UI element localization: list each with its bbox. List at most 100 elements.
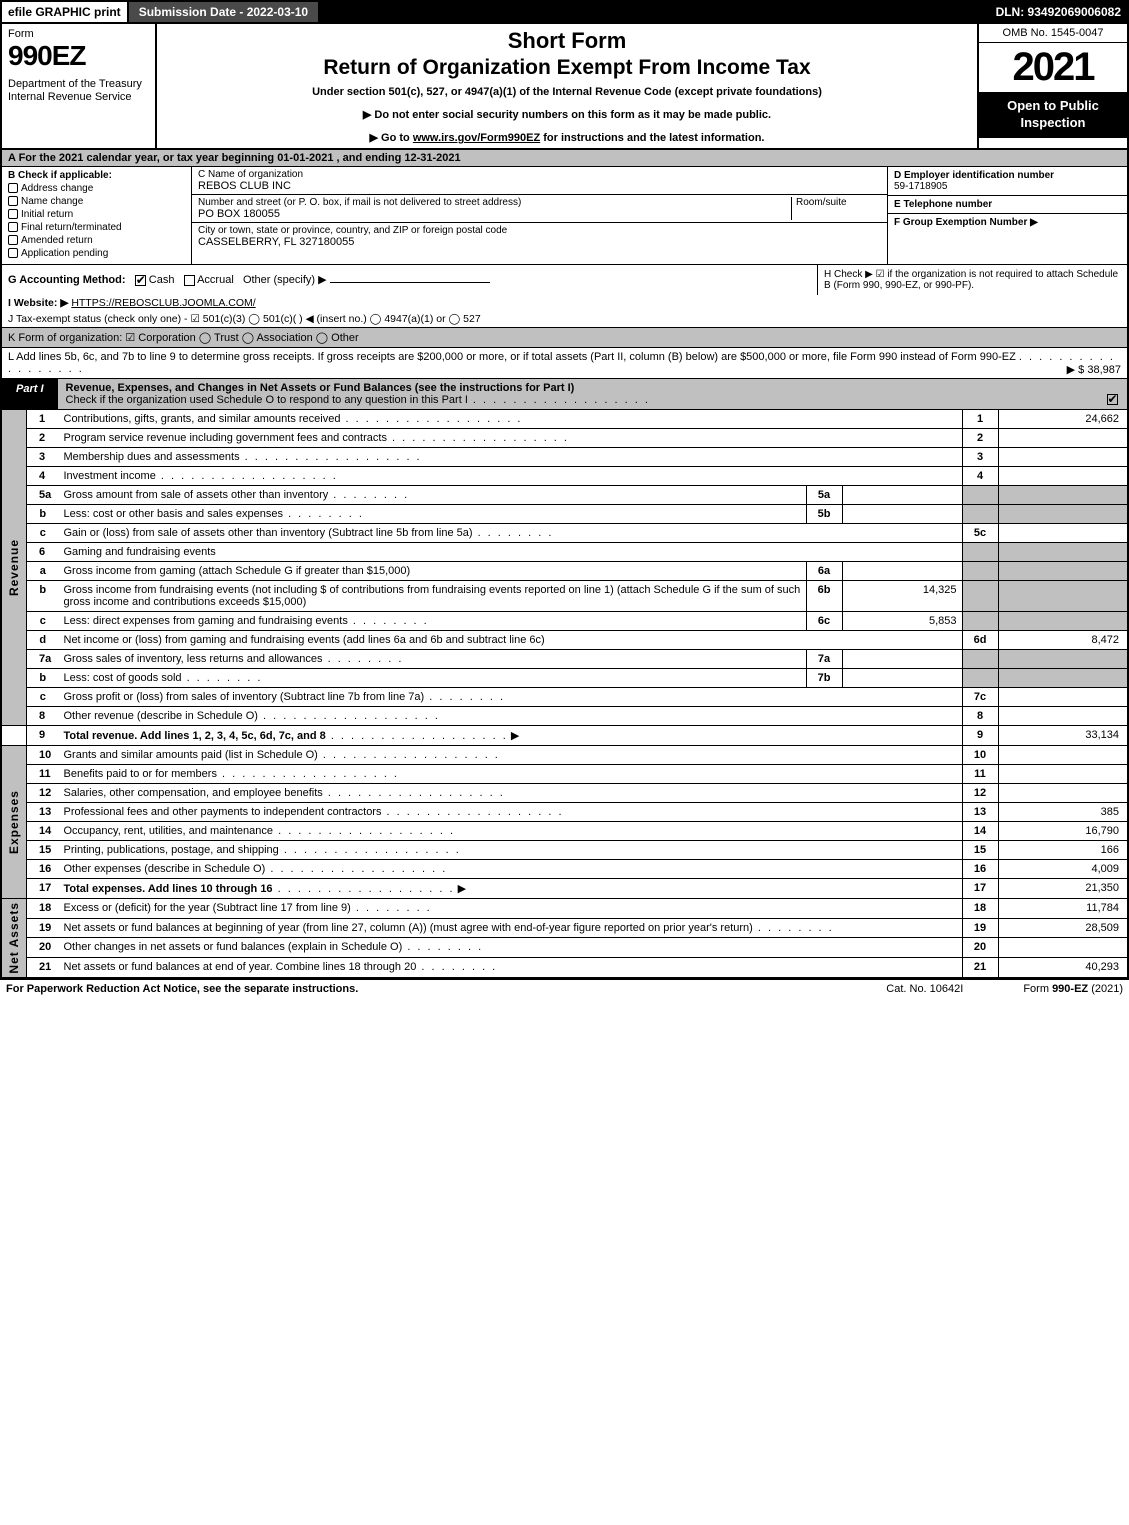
right-val-grey <box>998 581 1128 612</box>
line-num: 1 <box>27 410 59 429</box>
section-c: C Name of organization REBOS CLUB INC Nu… <box>192 167 887 264</box>
line-num: 21 <box>27 957 59 977</box>
dots <box>326 730 508 742</box>
right-val <box>998 707 1128 726</box>
line-desc: Net assets or fund balances at end of ye… <box>59 957 963 977</box>
row-gh: G Accounting Method: Cash Accrual Other … <box>0 264 1129 295</box>
line-num: 2 <box>27 429 59 448</box>
footer-left: For Paperwork Reduction Act Notice, see … <box>6 983 886 995</box>
line-num: 18 <box>27 899 59 919</box>
cb-application-pending[interactable]: Application pending <box>8 248 185 259</box>
right-num: 2 <box>962 429 998 448</box>
line-16: 16 Other expenses (describe in Schedule … <box>1 860 1128 879</box>
submission-date: Submission Date - 2022-03-10 <box>129 2 320 22</box>
cb-amended-return[interactable]: Amended return <box>8 235 185 246</box>
right-val-grey <box>998 543 1128 562</box>
cb-final-return[interactable]: Final return/terminated <box>8 222 185 233</box>
line-desc: Grants and similar amounts paid (list in… <box>59 746 963 765</box>
right-val-grey <box>998 669 1128 688</box>
inline-val <box>842 505 962 524</box>
line-4: 4 Investment income 4 <box>1 467 1128 486</box>
phone-label: E Telephone number <box>894 199 1121 210</box>
checkbox-accrual[interactable] <box>184 275 195 286</box>
dots <box>240 451 422 463</box>
part-1-title: Revenue, Expenses, and Changes in Net As… <box>58 379 1097 409</box>
right-num: 9 <box>962 726 998 746</box>
line-1: Revenue 1 Contributions, gifts, grants, … <box>1 410 1128 429</box>
line-num: d <box>27 631 59 650</box>
line-num: 6 <box>27 543 59 562</box>
right-val: 21,350 <box>998 879 1128 899</box>
other-input-line <box>330 282 490 283</box>
checkbox-icon <box>8 196 18 206</box>
right-val <box>998 784 1128 803</box>
website-label: I Website: ▶ <box>8 297 68 309</box>
line-num: b <box>27 669 59 688</box>
line-8: 8 Other revenue (describe in Schedule O)… <box>1 707 1128 726</box>
right-num-grey <box>962 669 998 688</box>
dots <box>323 653 404 665</box>
irs-link[interactable]: www.irs.gov/Form990EZ <box>413 132 540 144</box>
dln: DLN: 93492069006082 <box>988 2 1129 22</box>
dots <box>273 883 455 895</box>
street-label: Number and street (or P. O. box, if mail… <box>198 197 791 208</box>
right-num: 3 <box>962 448 998 467</box>
line-desc: Less: direct expenses from gaming and fu… <box>59 612 807 631</box>
dots <box>753 922 834 934</box>
row-i: I Website: ▶ HTTPS://REBOSCLUB.JOOMLA.CO… <box>0 295 1129 311</box>
desc-text: Occupancy, rent, utilities, and maintena… <box>64 825 274 837</box>
dots <box>279 844 461 856</box>
section-f: F Group Exemption Number ▶ <box>888 214 1127 231</box>
right-num: 18 <box>962 899 998 919</box>
line-13: 13 Professional fees and other payments … <box>1 803 1128 822</box>
line-num: b <box>27 581 59 612</box>
right-num-grey <box>962 505 998 524</box>
dots <box>328 489 409 501</box>
right-val: 8,472 <box>998 631 1128 650</box>
street-value: PO BOX 180055 <box>198 208 791 220</box>
form-title: Return of Organization Exempt From Incom… <box>165 56 969 80</box>
line-6d: d Net income or (loss) from gaming and f… <box>1 631 1128 650</box>
line-7c: c Gross profit or (loss) from sales of i… <box>1 688 1128 707</box>
checkbox-cash[interactable] <box>135 275 146 286</box>
line-5c: c Gain or (loss) from sale of assets oth… <box>1 524 1128 543</box>
line-num: 17 <box>27 879 59 899</box>
street-row: Number and street (or P. O. box, if mail… <box>192 195 887 223</box>
cb-name-change[interactable]: Name change <box>8 196 185 207</box>
inline-num: 6b <box>806 581 842 612</box>
desc-text: Professional fees and other payments to … <box>64 806 382 818</box>
right-val: 24,662 <box>998 410 1128 429</box>
line-11: 11 Benefits paid to or for members 11 <box>1 765 1128 784</box>
cb-address-change[interactable]: Address change <box>8 183 185 194</box>
cb-label: Initial return <box>21 209 73 220</box>
header-left: Form 990EZ Department of the Treasury In… <box>2 24 157 148</box>
line-19: 19 Net assets or fund balances at beginn… <box>1 918 1128 938</box>
line-desc: Program service revenue including govern… <box>59 429 963 448</box>
netassets-rotated: Net Assets <box>7 902 21 974</box>
right-num-grey <box>962 581 998 612</box>
dots <box>340 413 522 425</box>
desc-text: Gross amount from sale of assets other t… <box>64 489 329 501</box>
city-value: CASSELBERRY, FL 327180055 <box>198 236 881 248</box>
row-j: J Tax-exempt status (check only one) - ☑… <box>0 311 1129 328</box>
line-num: 19 <box>27 918 59 938</box>
schedule-o-checkbox[interactable] <box>1107 394 1118 405</box>
line-num: 9 <box>27 726 59 746</box>
right-val <box>998 938 1128 958</box>
section-def: D Employer identification number 59-1718… <box>887 167 1127 264</box>
dots <box>468 394 650 406</box>
name-label: C Name of organization <box>198 169 881 180</box>
desc-text: Less: direct expenses from gaming and fu… <box>64 615 348 627</box>
city-label: City or town, state or province, country… <box>198 225 881 236</box>
cb-initial-return[interactable]: Initial return <box>8 209 185 220</box>
dots <box>424 691 505 703</box>
part-1-title-sub: Check if the organization used Schedule … <box>66 394 468 406</box>
line-17: 17 Total expenses. Add lines 10 through … <box>1 879 1128 899</box>
dots <box>283 508 364 520</box>
line-desc: Net assets or fund balances at beginning… <box>59 918 963 938</box>
desc-text: Membership dues and assessments <box>64 451 240 463</box>
line-num: c <box>27 688 59 707</box>
efile-label[interactable]: efile GRAPHIC print <box>0 0 129 24</box>
line-desc: Gross income from fundraising events (no… <box>59 581 807 612</box>
website-value[interactable]: HTTPS://REBOSCLUB.JOOMLA.COM/ <box>71 297 255 309</box>
